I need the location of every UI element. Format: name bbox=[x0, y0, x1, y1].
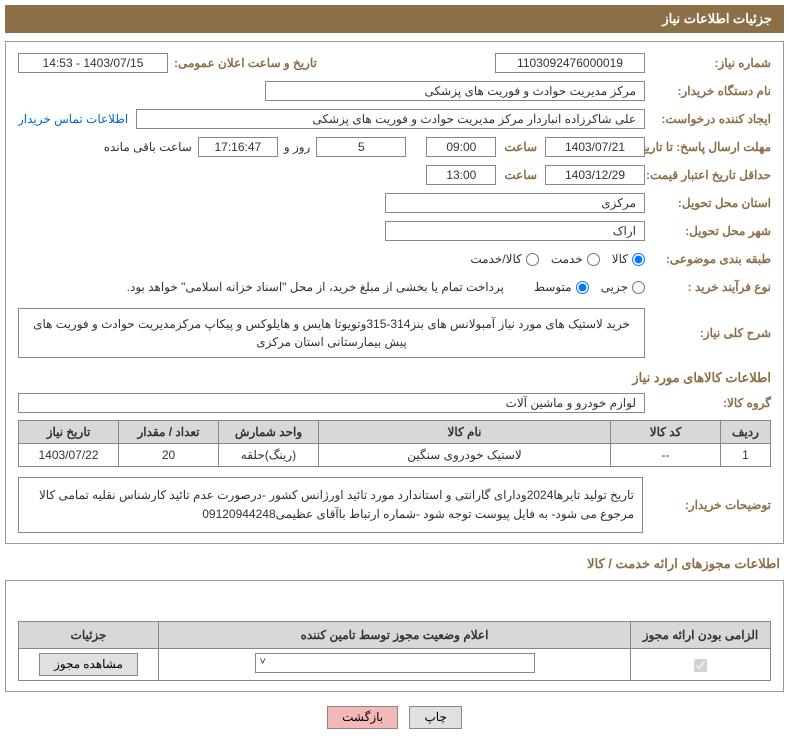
mandatory-checkbox bbox=[694, 659, 707, 672]
license-table: الزامی بودن ارائه مجوز اعلام وضعیت مجوز … bbox=[18, 621, 771, 681]
buyer-org-field: مرکز مدیریت حوادث و فوریت های پزشکی bbox=[265, 81, 645, 101]
license-section-title: اطلاعات مجوزهای ارائه خدمت / کالا bbox=[5, 556, 780, 572]
payment-note: پرداخت تمام یا بخشی از مبلغ خرید، از محل… bbox=[127, 280, 504, 294]
license-panel: الزامی بودن ارائه مجوز اعلام وضعیت مجوز … bbox=[5, 580, 784, 692]
th-row: ردیف bbox=[721, 421, 771, 444]
cell-name: لاستیک خودروی سنگین bbox=[319, 444, 611, 467]
th-unit: واحد شمارش bbox=[219, 421, 319, 444]
process-label: نوع فرآیند خرید : bbox=[651, 280, 771, 294]
creator-label: ایجاد کننده درخواست: bbox=[651, 112, 771, 126]
remaining-label: ساعت باقی مانده bbox=[104, 140, 192, 154]
desc-box: خرید لاستیک های مورد نیاز آمبولانس های ب… bbox=[18, 308, 645, 358]
announce-label: تاریخ و ساعت اعلان عمومی: bbox=[174, 56, 317, 70]
bottom-buttons: چاپ بازگشت bbox=[5, 706, 784, 729]
lic-th-mandatory: الزامی بودن ارائه مجوز bbox=[631, 622, 771, 649]
items-section-title: اطلاعات کالاهای مورد نیاز bbox=[18, 370, 771, 386]
cat-service-radio[interactable]: خدمت bbox=[551, 252, 600, 266]
status-select[interactable] bbox=[255, 653, 535, 673]
group-field: لوازم خودرو و ماشین آلات bbox=[18, 393, 645, 413]
cell-row: 1 bbox=[721, 444, 771, 467]
buyer-org-label: نام دستگاه خریدار: bbox=[651, 84, 771, 98]
buyer-notes-box: تاریخ تولید تایرها2024ودارای گارانتی و ا… bbox=[18, 477, 643, 533]
category-label: طبقه بندی موضوعی: bbox=[651, 252, 771, 266]
province-label: استان محل تحویل: bbox=[651, 196, 771, 210]
license-row: مشاهده مجوز bbox=[19, 649, 771, 681]
need-no-field: 1103092476000019 bbox=[495, 53, 645, 73]
lic-th-details: جزئیات bbox=[19, 622, 159, 649]
page-title: جزئیات اطلاعات نیاز bbox=[662, 11, 772, 26]
table-row: 1 -- لاستیک خودروی سنگین (رینگ)حلقه 20 1… bbox=[19, 444, 771, 467]
back-button[interactable]: بازگشت bbox=[327, 706, 398, 729]
days-field: 5 bbox=[316, 137, 406, 157]
print-button[interactable]: چاپ bbox=[409, 706, 461, 729]
main-info-panel: شماره نیاز: 1103092476000019 تاریخ و ساع… bbox=[5, 41, 784, 544]
cell-qty: 20 bbox=[119, 444, 219, 467]
buyer-notes-label: توضیحات خریدار: bbox=[651, 498, 771, 512]
reply-deadline-label: مهلت ارسال پاسخ: تا تاریخ: bbox=[651, 140, 771, 154]
proc-medium-radio[interactable]: متوسط bbox=[534, 280, 589, 294]
city-label: شهر محل تحویل: bbox=[651, 224, 771, 238]
lic-th-status: اعلام وضعیت مجوز توسط تامین کننده bbox=[159, 622, 631, 649]
validity-date-field: 1403/12/29 bbox=[545, 165, 645, 185]
cat-goods-radio[interactable]: کالا bbox=[612, 252, 645, 266]
city-field: اراک bbox=[385, 221, 645, 241]
th-date: تاریخ نیاز bbox=[19, 421, 119, 444]
province-field: مرکزی bbox=[385, 193, 645, 213]
page-title-bar: جزئیات اطلاعات نیاز bbox=[5, 5, 784, 33]
cell-unit: (رینگ)حلقه bbox=[219, 444, 319, 467]
validity-label: حداقل تاریخ اعتبار قیمت: تا تاریخ: bbox=[651, 168, 771, 182]
cell-code: -- bbox=[611, 444, 721, 467]
cell-date: 1403/07/22 bbox=[19, 444, 119, 467]
cat-goods-service-radio[interactable]: کالا/خدمت bbox=[470, 252, 538, 266]
validity-time-field: 13:00 bbox=[426, 165, 496, 185]
desc-label: شرح کلی نیاز: bbox=[651, 326, 771, 340]
view-license-button[interactable]: مشاهده مجوز bbox=[39, 653, 138, 676]
reply-time-field: 09:00 bbox=[426, 137, 496, 157]
contact-link[interactable]: اطلاعات تماس خریدار bbox=[18, 112, 128, 126]
announce-field: 1403/07/15 - 14:53 bbox=[18, 53, 168, 73]
creator-field: علی شاکرزاده انباردار مرکز مدیریت حوادث … bbox=[136, 109, 645, 129]
need-no-label: شماره نیاز: bbox=[651, 56, 771, 70]
th-name: نام کالا bbox=[319, 421, 611, 444]
countdown-field: 17:16:47 bbox=[198, 137, 278, 157]
days-and-label: روز و bbox=[284, 140, 311, 154]
th-qty: تعداد / مقدار bbox=[119, 421, 219, 444]
time-label-1: ساعت bbox=[504, 140, 537, 154]
group-label: گروه کالا: bbox=[651, 396, 771, 410]
reply-date-field: 1403/07/21 bbox=[545, 137, 645, 157]
th-code: کد کالا bbox=[611, 421, 721, 444]
items-table: ردیف کد کالا نام کالا واحد شمارش تعداد /… bbox=[18, 420, 771, 467]
proc-partial-radio[interactable]: جزیی bbox=[601, 280, 645, 294]
time-label-2: ساعت bbox=[504, 168, 537, 182]
